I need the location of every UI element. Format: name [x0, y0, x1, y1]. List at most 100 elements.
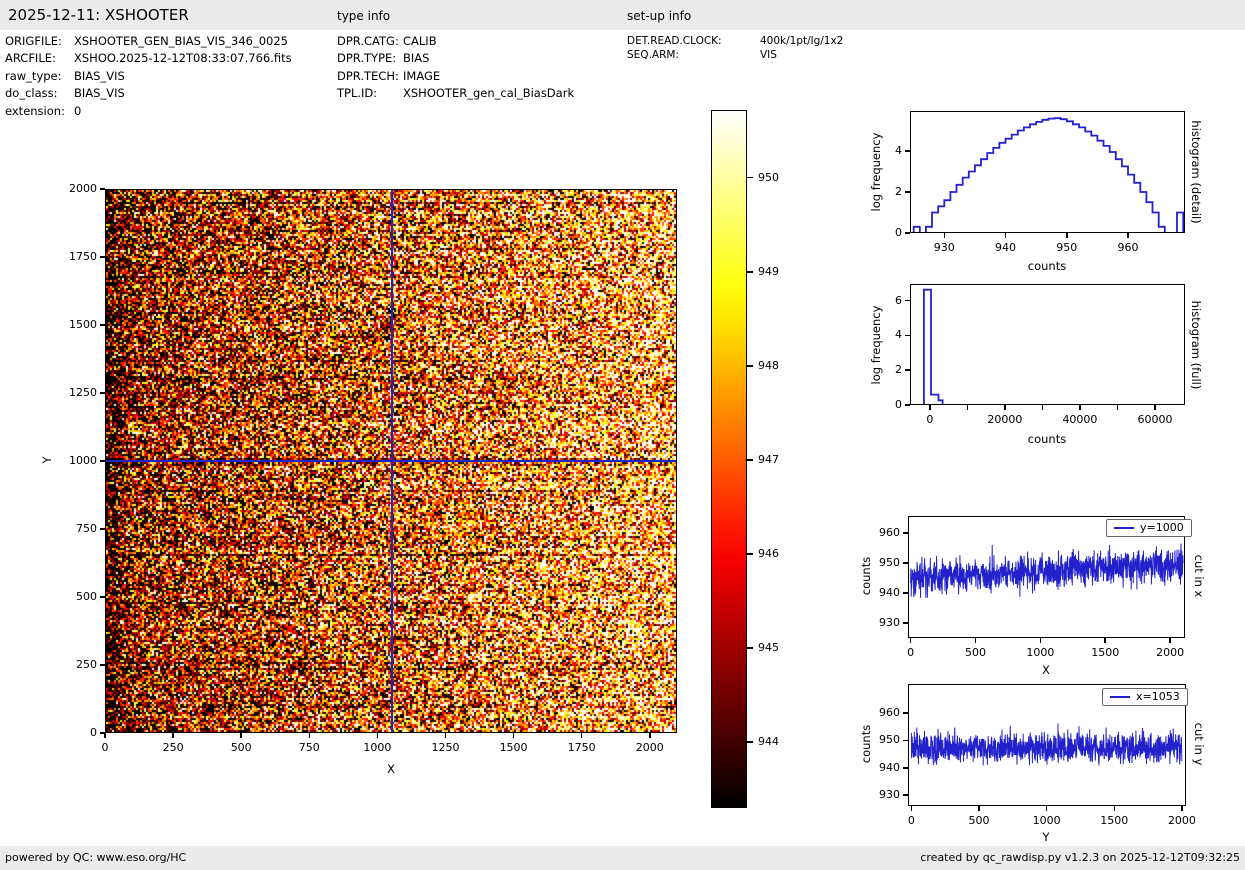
cut-y-frame [908, 684, 1186, 806]
y-tick-label: 930 [879, 616, 900, 629]
colorbar-gradient [712, 111, 746, 807]
field-value: XSHOO.2025-12-12T08:33:07.766.fits [74, 51, 292, 66]
y-tick [100, 324, 105, 326]
x-minor-tick [966, 405, 969, 410]
file-info-row: raw_type: BIAS_VIS [5, 68, 292, 85]
colorbar-tick [747, 553, 753, 555]
field-label: ARCFILE: [5, 51, 56, 66]
x-tick-label: 1750 [567, 741, 596, 754]
x-tick [1181, 806, 1183, 811]
type-info-row: DPR.CATG: CALIB [337, 33, 574, 50]
x-tick [1004, 233, 1007, 238]
x-tick-label: 0 [926, 413, 934, 426]
y-tick-label: 960 [879, 706, 900, 720]
colorbar-tick [747, 741, 753, 743]
cut-y-plot [910, 723, 1183, 766]
y-tick [903, 592, 908, 594]
x-tick [943, 233, 946, 238]
cut-y-legend: x=1053 [1102, 688, 1188, 706]
y-tick-label: 950 [879, 556, 900, 570]
y-tick-label: 1750 [69, 250, 97, 263]
x-tick [1045, 806, 1048, 811]
y-tick [100, 732, 105, 734]
x-tick-label: 1500 [1100, 814, 1129, 827]
x-minor-tick [1116, 405, 1119, 410]
field-label: TPL.ID: [337, 86, 378, 101]
cut-x-ylabel: counts [859, 556, 873, 596]
cut-x-xlabel: X [1042, 663, 1050, 677]
hist-detail-plot [912, 117, 1185, 233]
x-tick-label: 250 [162, 741, 184, 754]
x-tick-label: 1000 [1032, 814, 1061, 827]
footer-right-text: created by qc_rawdisp.py v1.2.3 on 2025-… [920, 851, 1240, 864]
x-tick [1127, 233, 1129, 238]
main-plot-xlabel: X [387, 762, 395, 776]
x-tick-label: 930 [933, 241, 955, 254]
y-tick [903, 622, 908, 624]
field-value: BIAS_VIS [74, 68, 125, 83]
y-tick [905, 299, 910, 302]
type-info-row: DPR.TYPE: BIAS [337, 50, 574, 67]
x-tick [649, 733, 651, 738]
x-tick-label: 40000 [1062, 413, 1098, 426]
x-tick-label: 0 [101, 741, 109, 754]
hist-detail-curve [912, 117, 1185, 233]
y-tick-label: 1500 [69, 318, 97, 331]
field-value: BIAS [403, 51, 430, 66]
field-label: DPR.TYPE: [337, 51, 397, 66]
y-tick-label: 930 [879, 788, 900, 802]
x-tick-label: 1000 [1026, 646, 1055, 659]
y-tick-label: 2 [895, 184, 902, 198]
field-label: SEQ.ARM: [627, 48, 679, 61]
x-tick [580, 733, 583, 738]
x-tick [1039, 638, 1042, 643]
footer-left-text: powered by QC: www.eso.org/HC [5, 851, 187, 864]
y-tick [903, 794, 908, 796]
y-tick-label: 2 [895, 363, 902, 377]
hist-full-plot [923, 288, 944, 405]
hist-detail-xlabel: counts [1027, 259, 1067, 273]
y-tick-label: 1000 [69, 454, 97, 467]
y-tick-label: 950 [879, 733, 900, 747]
colorbar-tick [747, 365, 753, 367]
bias-image-frame [105, 189, 677, 733]
section-title-type-info: type info [337, 9, 391, 23]
footer-bar: powered by QC: www.eso.org/HC created by… [0, 846, 1245, 870]
colorbar-tick [747, 647, 753, 649]
y-tick-label: 960 [879, 526, 900, 540]
y-tick [100, 256, 105, 258]
x-minor-tick [1041, 405, 1044, 410]
field-label: do_class: [5, 86, 58, 101]
hist-full-frame [910, 284, 1185, 405]
y-tick [100, 392, 105, 394]
hist-full-xlabel: counts [1027, 432, 1067, 446]
y-tick [100, 664, 105, 666]
cut-y-curve [910, 723, 1183, 766]
x-tick [1169, 638, 1171, 643]
x-tick-label: 950 [1056, 241, 1078, 254]
y-tick [903, 562, 908, 564]
y-tick [905, 334, 910, 337]
cut-x-frame [908, 516, 1185, 638]
field-value: XSHOOTER_GEN_BIAS_VIS_346_0025 [74, 34, 288, 48]
file-info-block: ORIGFILE: XSHOOTER_GEN_BIAS_VIS_346_0025 … [5, 33, 292, 120]
y-tick-label: 1250 [69, 386, 97, 399]
hist-full-curve [923, 288, 944, 405]
main-plot-ylabel: Y [40, 456, 54, 464]
file-info-row: ARCFILE: XSHOO.2025-12-12T08:33:07.766.fi… [5, 50, 292, 67]
y-tick-label: 4 [895, 328, 902, 342]
x-tick [512, 733, 515, 738]
cut-y-legend-label: x=1053 [1136, 690, 1180, 703]
y-tick-label: 750 [76, 522, 97, 535]
x-tick [910, 806, 913, 811]
y-tick-label: 940 [879, 760, 900, 774]
x-tick-label: 500 [230, 741, 252, 754]
colorbar-tick-label: 949 [758, 264, 779, 278]
x-tick-label: 1500 [1091, 646, 1120, 659]
hist-detail-side-label: histogram (detail) [1189, 120, 1203, 224]
hist-detail-frame [910, 111, 1185, 233]
hist-full-side-label: histogram (full) [1189, 300, 1203, 390]
field-label: raw_type: [5, 68, 62, 83]
colorbar-tick-label: 946 [758, 547, 779, 560]
x-tick-label: 500 [968, 814, 990, 827]
